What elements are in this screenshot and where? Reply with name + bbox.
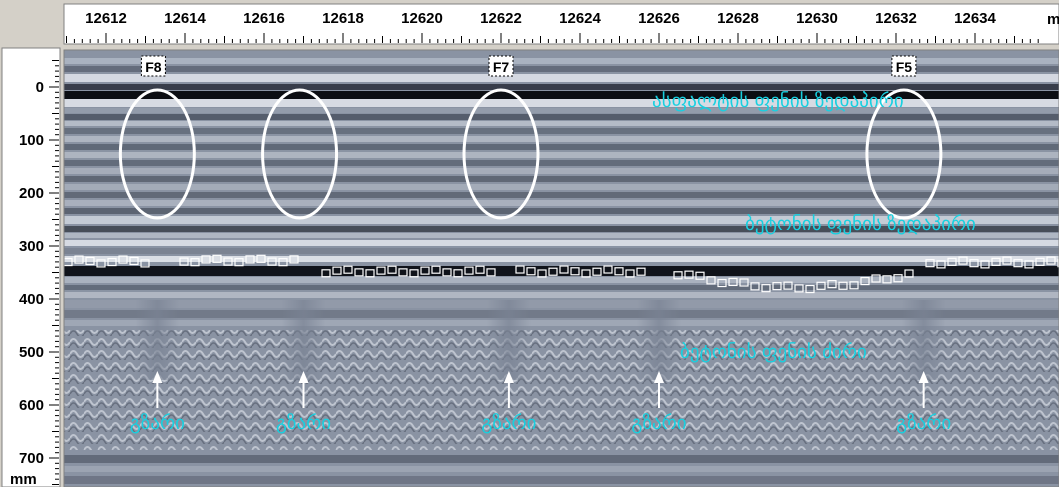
rebar-arrow-head [503,371,514,383]
left-axis-tick-label: 300 [19,238,44,255]
radar-image [64,50,1059,487]
highlight-ellipse [865,88,943,220]
marker-box [140,55,166,77]
left-axis-tick-label: 200 [19,185,44,202]
left-axis-tick-label: 100 [19,132,44,149]
left-axis-tick-label: 0 [36,79,44,96]
top-axis-tick-label: 12630 [796,10,838,27]
marker-label: F8 [145,59,162,75]
rebar-arrow-head [654,371,664,383]
marker-label: F5 [896,59,913,75]
concrete-top-label: ბეტონის ფენის ზედაპირი [745,214,976,235]
left-axis-labels: 0 100 200 300 400 500 600 700 [19,79,44,467]
top-axis-labels: 12612 12614 12616 12618 12620 12622 12624 12626… [85,10,996,27]
highlight-ellipse [261,88,339,220]
asphalt-top-label: ასფალტის ფენის ზედაპირი [652,91,904,112]
rebar-label: გზარი [276,413,331,434]
rebar-label: გზარი [896,413,951,434]
left-axis-unit: mm [10,471,37,487]
highlight-ellipse [462,88,540,220]
concrete-bottom-label: ბეტონის ფენის ძირი [680,342,867,363]
top-axis-tick-label: 12626 [638,10,680,27]
left-axis-tick-label: 600 [19,397,44,414]
left-axis-tick-label: 700 [19,450,44,467]
position-markers: F8 F7 F5 [140,55,917,77]
marker-box [488,55,514,77]
top-ruler [63,3,1059,45]
top-axis-tick-label: 12632 [875,10,917,27]
left-ruler [1,47,61,488]
top-axis-tick-label: 12620 [401,10,443,27]
top-axis-ticks [66,33,1039,43]
top-axis-tick-label: 12614 [164,10,206,27]
rebar-label: გზარი [631,413,686,434]
rebar-arrow-head [152,371,163,383]
top-axis-tick-label: 12628 [717,10,759,27]
marker-box [891,55,917,77]
left-axis-tick-label: 500 [19,344,44,361]
top-axis-unit: m [1047,11,1059,28]
highlight-ellipses [118,88,943,220]
top-axis-tick-label: 12616 [243,10,285,27]
highlight-ellipse [118,88,196,220]
rebar-label: გზარი [130,413,185,434]
marker-label: F7 [493,59,510,75]
rebar-annotations: გზარი გზარი გზარი გზარი გზარი [130,371,951,434]
top-axis-tick-label: 12624 [559,10,601,27]
rebar-label: გზარი [481,413,536,434]
left-axis-ticks [49,60,59,485]
top-axis-tick-label: 12612 [85,10,127,27]
top-axis-tick-label: 12622 [480,10,522,27]
top-axis-tick-label: 12634 [954,10,996,27]
top-axis-tick-label: 12618 [322,10,364,27]
left-axis-tick-label: 400 [19,291,44,308]
rebar-arrow-head [298,371,309,383]
rebar-arrow-head [918,371,929,383]
